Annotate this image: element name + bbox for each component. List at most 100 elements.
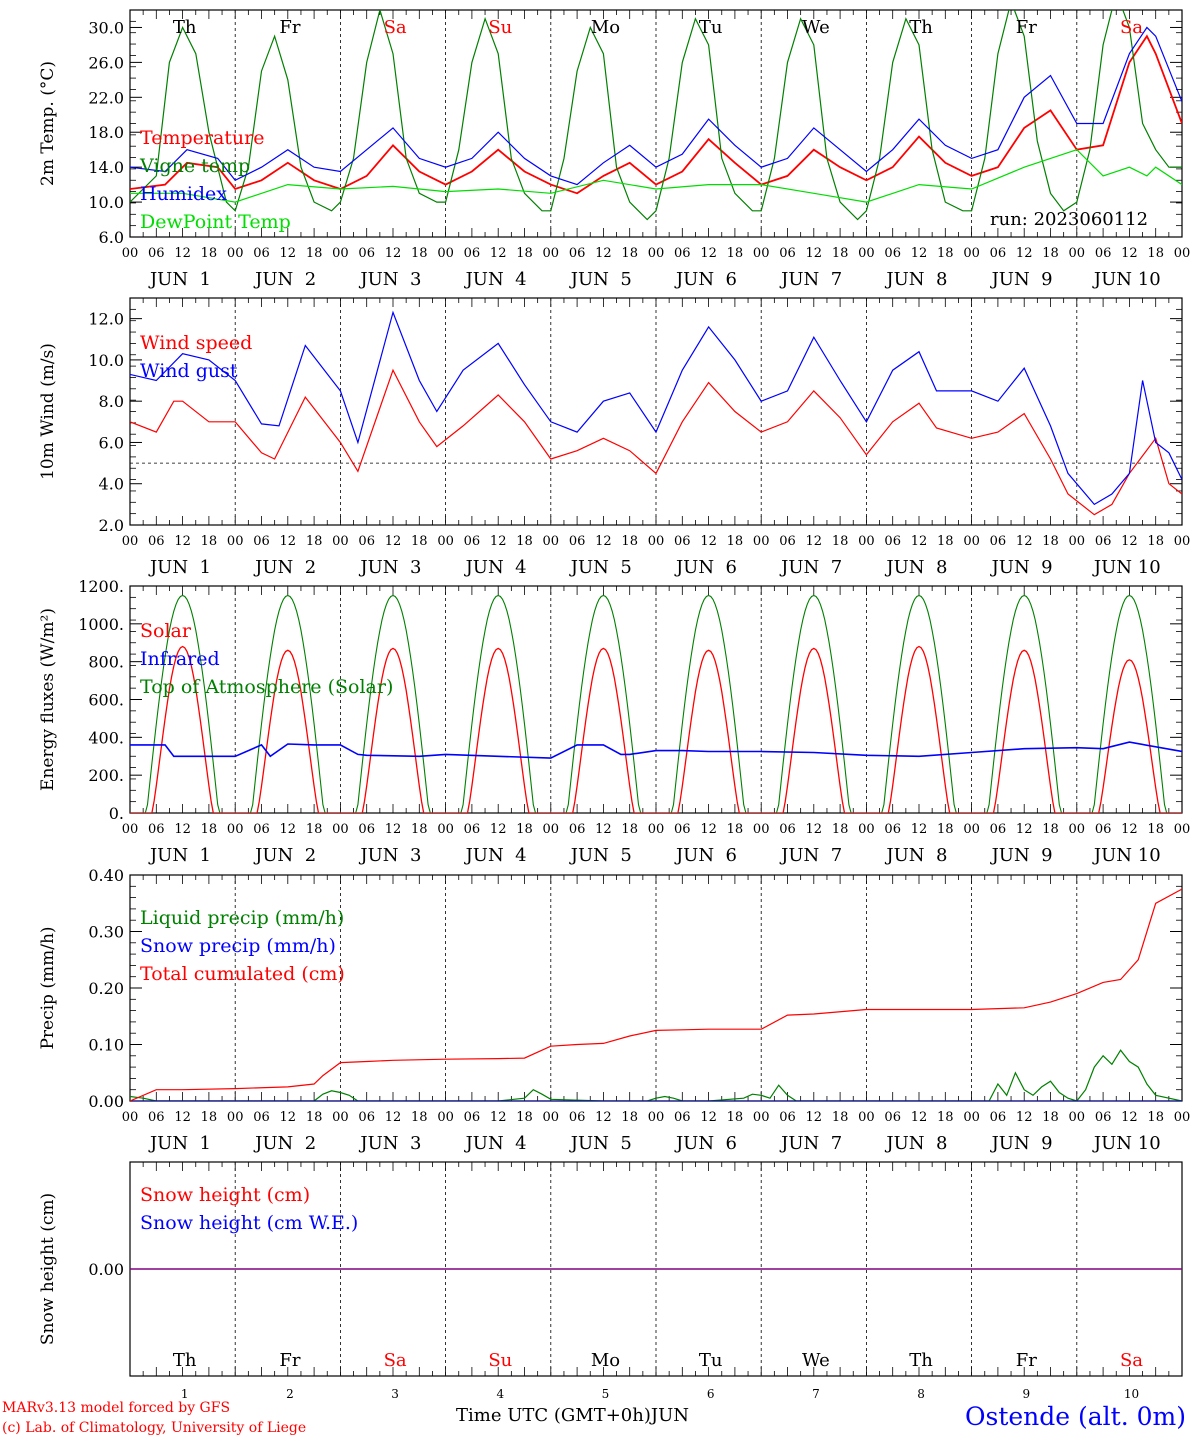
panel-3-hour-label: 18 xyxy=(937,822,954,837)
panel-3-hour-label: 00 xyxy=(227,822,244,837)
panel-1-hour-label: 18 xyxy=(1147,246,1164,261)
panel-3-date-label: JUN 5 xyxy=(569,845,632,866)
wind-speed-line xyxy=(130,368,1182,516)
panel-3-hour-label: 06 xyxy=(884,822,901,837)
panel-2-y-tick-label: 10.0 xyxy=(88,351,124,370)
weekday-label-bottom: Fr xyxy=(1016,1350,1037,1371)
panel-1-hour-label: 00 xyxy=(753,246,770,261)
panel-4-hour-label: 18 xyxy=(621,1110,638,1125)
panel-3-hour-label: 12 xyxy=(280,822,297,837)
panel-4-hour-label: 12 xyxy=(490,1110,507,1125)
panel-4-y-tick-label: 0.20 xyxy=(88,979,124,998)
panel-2-y-tick-label: 6.0 xyxy=(99,433,124,452)
panel-1-hour-label: 18 xyxy=(1042,246,1059,261)
panel-4-hour-label: 12 xyxy=(385,1110,402,1125)
panel-2-hour-label: 18 xyxy=(1042,534,1059,549)
panel-3-hour-label: 00 xyxy=(122,822,139,837)
panel-1-hour-label: 06 xyxy=(779,246,796,261)
weekday-label-top: Mo xyxy=(591,17,620,38)
weekday-label-bottom: Sa xyxy=(1120,1350,1143,1371)
panel-4-hour-label: 06 xyxy=(148,1110,165,1125)
panel-1-date-label: JUN 5 xyxy=(569,269,632,290)
panel-4-y-axis-label: Precip (mm/h) xyxy=(38,926,58,1049)
panel-1-date-label: JUN 2 xyxy=(253,269,316,290)
panel-2-hour-label: 00 xyxy=(332,534,349,549)
panel-3-date-label: JUN 4 xyxy=(464,845,527,866)
panel-4-legend-entry: Snow precip (mm/h) xyxy=(140,935,336,957)
panel-2-hour-label: 00 xyxy=(648,534,665,549)
panel-1-hour-label: 18 xyxy=(306,246,323,261)
panel-3-hour-label: 12 xyxy=(911,822,928,837)
humidex-line xyxy=(130,26,1182,186)
weekday-label-bottom: Th xyxy=(909,1350,933,1371)
panel-2-hour-label: 18 xyxy=(832,534,849,549)
panel-1-hour-label: 18 xyxy=(516,246,533,261)
panel-3-date-label: JUN 10 xyxy=(1092,845,1161,866)
day-number-label: 2 xyxy=(286,1387,294,1401)
panel-1-hour-label: 18 xyxy=(832,246,849,261)
panel-1-hour-label: 12 xyxy=(806,246,823,261)
panel-4-hour-label: 12 xyxy=(911,1110,928,1125)
panel-2-hour-label: 12 xyxy=(385,534,402,549)
temperature-line xyxy=(130,34,1182,195)
panel-3-hour-label: 00 xyxy=(1069,822,1086,837)
panel-1-hour-label: 00 xyxy=(332,246,349,261)
panel-1-hour-label: 06 xyxy=(253,246,270,261)
panel-3-date-label: JUN 8 xyxy=(884,845,947,866)
panel-1-y-tick-label: 18.0 xyxy=(88,123,124,142)
panel-1-hour-label: 06 xyxy=(884,246,901,261)
panel-1-y-tick-label: 30.0 xyxy=(88,18,124,37)
panel-2-date-label: JUN 2 xyxy=(253,557,316,578)
panel-2-y-tick-label: 4.0 xyxy=(99,475,124,494)
panel-3-hour-label: 06 xyxy=(1095,822,1112,837)
panel-1-date-label: JUN 6 xyxy=(674,269,737,290)
panel-4-date-label: JUN 4 xyxy=(464,1133,527,1154)
weekday-label-top: Fr xyxy=(1016,17,1037,38)
panel-3-y-tick-label: 600. xyxy=(88,691,124,710)
panel-2-hour-label: 06 xyxy=(358,534,375,549)
panel-2-y-tick-label: 8.0 xyxy=(99,392,124,411)
panel-4-hour-label: 18 xyxy=(516,1110,533,1125)
panel-2-date-label: JUN 6 xyxy=(674,557,737,578)
panel-2-hour-label: 00 xyxy=(543,534,560,549)
panel-2-hour-label: 06 xyxy=(569,534,586,549)
weekday-label-bottom: We xyxy=(802,1350,830,1371)
panel-2-hour-label: 18 xyxy=(727,534,744,549)
panel-1-hour-label: 06 xyxy=(358,246,375,261)
panel-3-y-axis-label: Energy fluxes (W/m²) xyxy=(38,608,58,791)
panel-2-y-axis-label: 10m Wind (m/s) xyxy=(38,343,58,480)
panel-2-y-tick-label: 2.0 xyxy=(99,516,124,535)
panel-1-hour-label: 06 xyxy=(1095,246,1112,261)
panel-4-y-tick-label: 0.30 xyxy=(88,923,124,942)
panel-3-hour-label: 00 xyxy=(648,822,665,837)
panel-1-hour-label: 18 xyxy=(201,246,218,261)
time-axis-label: Time UTC (GMT+0h)JUN xyxy=(456,1405,689,1426)
panel-2-hour-label: 18 xyxy=(621,534,638,549)
panel-2-hour-label: 00 xyxy=(858,534,875,549)
weekday-label-top: Tu xyxy=(699,17,723,38)
panel-2-hour-label: 12 xyxy=(1016,534,1033,549)
panel-4-legend-entry: Total cumulated (cm) xyxy=(140,963,345,985)
panel-4-hour-label: 06 xyxy=(1095,1110,1112,1125)
panel-1-date-label: JUN 4 xyxy=(464,269,527,290)
panel-4-hour-label: 12 xyxy=(700,1110,717,1125)
panel-2-hour-label: 12 xyxy=(1121,534,1138,549)
panel-2-date-label: JUN 5 xyxy=(569,557,632,578)
panel-1-y-tick-label: 26.0 xyxy=(88,53,124,72)
panel-2-date-label: JUN 9 xyxy=(990,557,1053,578)
panel-2-hour-label: 06 xyxy=(464,534,481,549)
panel-2-hour-label: 00 xyxy=(437,534,454,549)
panel-4-hour-label: 12 xyxy=(1121,1110,1138,1125)
panel-1-legend-entry: Humidex xyxy=(140,183,227,205)
panel-3-hour-label: 06 xyxy=(358,822,375,837)
panel-4-hour-label: 06 xyxy=(990,1110,1007,1125)
panel-1-date-label: JUN 10 xyxy=(1092,269,1161,290)
panel-3-date-label: JUN 9 xyxy=(990,845,1053,866)
panel-4-date-label: JUN 1 xyxy=(148,1133,211,1154)
weekday-label-top: Sa xyxy=(384,17,407,38)
panel-1-hour-label: 06 xyxy=(569,246,586,261)
panel-4-y-tick-label: 0.00 xyxy=(88,1092,124,1111)
panel-3-legend-entry: Top of Atmosphere (Solar) xyxy=(140,676,393,698)
panel-2-legend-entry: Wind gust xyxy=(140,360,238,382)
panel-1-date-label: JUN 3 xyxy=(358,269,421,290)
